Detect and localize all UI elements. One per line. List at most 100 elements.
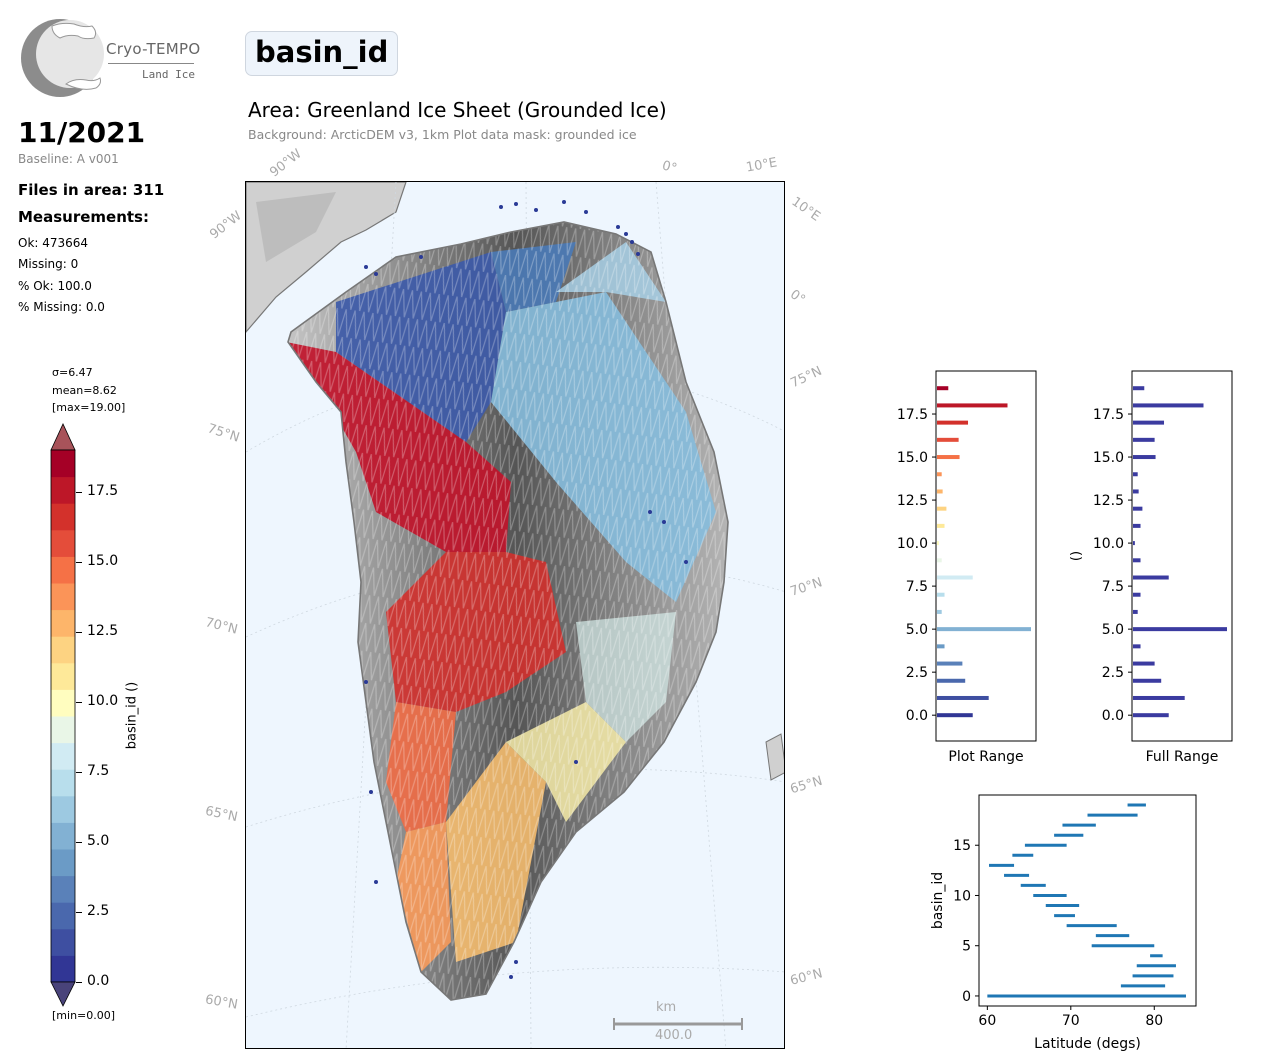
variable-title: basin_id xyxy=(245,31,399,76)
histogram-bar xyxy=(937,472,942,477)
histogram-bar xyxy=(937,386,949,391)
colorbar-segment xyxy=(51,450,75,478)
colorbar-segment xyxy=(51,662,75,690)
colorbar-tick-mark xyxy=(76,772,82,773)
colorbar-tick-mark xyxy=(76,702,82,703)
colorbar-tick-label: 7.5 xyxy=(87,763,110,779)
colorbar-tick-label: 12.5 xyxy=(87,623,119,639)
x-axis-label: Latitude (degs) xyxy=(1034,1036,1141,1052)
histogram-bar xyxy=(937,695,989,700)
y-axis-label: () xyxy=(1069,551,1084,561)
colorbar-tick-label: 10.0 xyxy=(87,693,119,709)
y-tick-label: 0.0 xyxy=(1102,708,1124,724)
coastal-points xyxy=(364,200,688,979)
greenland-map xyxy=(246,182,784,1048)
colorbar-tick-mark xyxy=(76,982,82,983)
colorbar-tick-label: 5.0 xyxy=(87,833,110,849)
y-tick-label: 5 xyxy=(962,939,971,955)
histogram-bar xyxy=(937,627,1031,632)
scale-bar xyxy=(613,1018,743,1030)
y-tick-label: 12.5 xyxy=(1093,493,1124,509)
colorbar-tick-mark xyxy=(76,492,82,493)
scale-value: 400.0 xyxy=(655,1028,693,1043)
colorbar-segment xyxy=(51,742,75,770)
colorbar-tick-label: 17.5 xyxy=(87,483,119,499)
map-panel[interactable] xyxy=(245,181,785,1049)
histogram-bar xyxy=(937,541,939,546)
histogram-bar xyxy=(1133,506,1143,511)
stat-pct-missing: % Missing: 0.0 xyxy=(18,300,105,314)
y-tick-label: 17.5 xyxy=(897,407,928,423)
graticule-label-left-70n: 70°N xyxy=(203,615,240,638)
histogram-bar xyxy=(937,489,943,494)
logo-subtitle: Land Ice xyxy=(142,68,195,81)
histogram-bar xyxy=(937,713,973,718)
colorbar-segment xyxy=(51,556,75,584)
colorbar-segment xyxy=(51,822,75,850)
histogram-bar xyxy=(1133,627,1227,632)
histogram-bar xyxy=(1133,644,1141,649)
histogram-bar xyxy=(1133,609,1138,614)
colorbar-segment xyxy=(51,503,75,531)
y-tick-label: 7.5 xyxy=(906,579,928,595)
histogram-bar xyxy=(937,437,959,442)
y-tick-label: 10 xyxy=(953,888,971,904)
colorbar-segment xyxy=(51,529,75,557)
y-tick-label: 17.5 xyxy=(1093,407,1124,423)
histogram-bar xyxy=(1133,678,1162,683)
y-tick-label: 2.5 xyxy=(906,665,928,681)
y-tick-label: 0.0 xyxy=(906,708,928,724)
stat-ok: Ok: 473664 xyxy=(18,236,89,250)
files-count: Files in area: 311 xyxy=(18,181,165,199)
colorbar-segment xyxy=(51,476,75,504)
x-axis-label: Full Range xyxy=(1146,749,1219,765)
graticule-label-left-75n: 75°N xyxy=(205,421,242,446)
histogram-bar xyxy=(1133,661,1155,666)
plot-frame xyxy=(978,794,1197,1007)
colorbar-segment xyxy=(51,636,75,664)
stat-missing: Missing: 0 xyxy=(18,257,79,271)
logo-title: Cryo-TEMPO xyxy=(106,40,201,58)
graticule-label-right-0: 0° xyxy=(787,287,808,308)
x-tick-label: 70 xyxy=(1062,1013,1080,1029)
histogram-bar xyxy=(1133,455,1156,460)
histogram-bar xyxy=(937,575,973,580)
colorbar-tick-mark xyxy=(76,562,82,563)
stat-pct-ok: % Ok: 100.0 xyxy=(18,279,92,293)
colorbar-segment xyxy=(51,902,75,930)
colorbar-tick-label: 2.5 xyxy=(87,903,110,919)
plot-frame xyxy=(935,370,1037,742)
colorbar xyxy=(50,423,76,1007)
latitude-range-plot: 60 70 80 0 5 10 15 Latitude (degs) basin_id xyxy=(930,794,1197,1052)
colorbar-label: basin_id () xyxy=(124,681,140,750)
colorbar-tick-mark xyxy=(76,842,82,843)
histogram-bar xyxy=(937,609,942,614)
histogram-bar xyxy=(937,403,1008,408)
colorbar-segment xyxy=(51,849,75,877)
graticule-label-right-65n: 65°N xyxy=(788,773,825,798)
x-tick-label: 60 xyxy=(978,1013,996,1029)
colorbar-tick-label: 15.0 xyxy=(87,553,119,569)
graticule-label-top-10e: 10°E xyxy=(744,155,779,176)
histogram-bar xyxy=(937,558,942,563)
baseline-text: Baseline: A v001 xyxy=(18,152,119,166)
colorbar-under-triangle xyxy=(50,981,76,1007)
colorbar-segment xyxy=(51,795,75,823)
histogram-bar xyxy=(1133,489,1139,494)
graticule-label-left-90w: 90°W xyxy=(207,208,245,243)
histogram-bar xyxy=(937,523,945,528)
colorbar-min: [min=0.00] xyxy=(52,1009,116,1022)
histogram-bar xyxy=(937,644,945,649)
histogram-bar xyxy=(1133,592,1141,597)
histogram-bar xyxy=(937,455,960,460)
area-title: Area: Greenland Ice Sheet (Grounded Ice) xyxy=(248,98,667,122)
histogram-bar xyxy=(937,661,963,666)
y-tick-label: 10.0 xyxy=(897,536,928,552)
histogram-bar xyxy=(1133,713,1169,718)
histogram-bar xyxy=(937,420,969,425)
graticule-label-top-90w: 90°W xyxy=(267,146,305,181)
y-tick-label: 2.5 xyxy=(1102,665,1124,681)
cryo-tempo-logo xyxy=(21,19,104,97)
measurements-title: Measurements: xyxy=(18,208,149,226)
colorbar-segment xyxy=(51,609,75,637)
